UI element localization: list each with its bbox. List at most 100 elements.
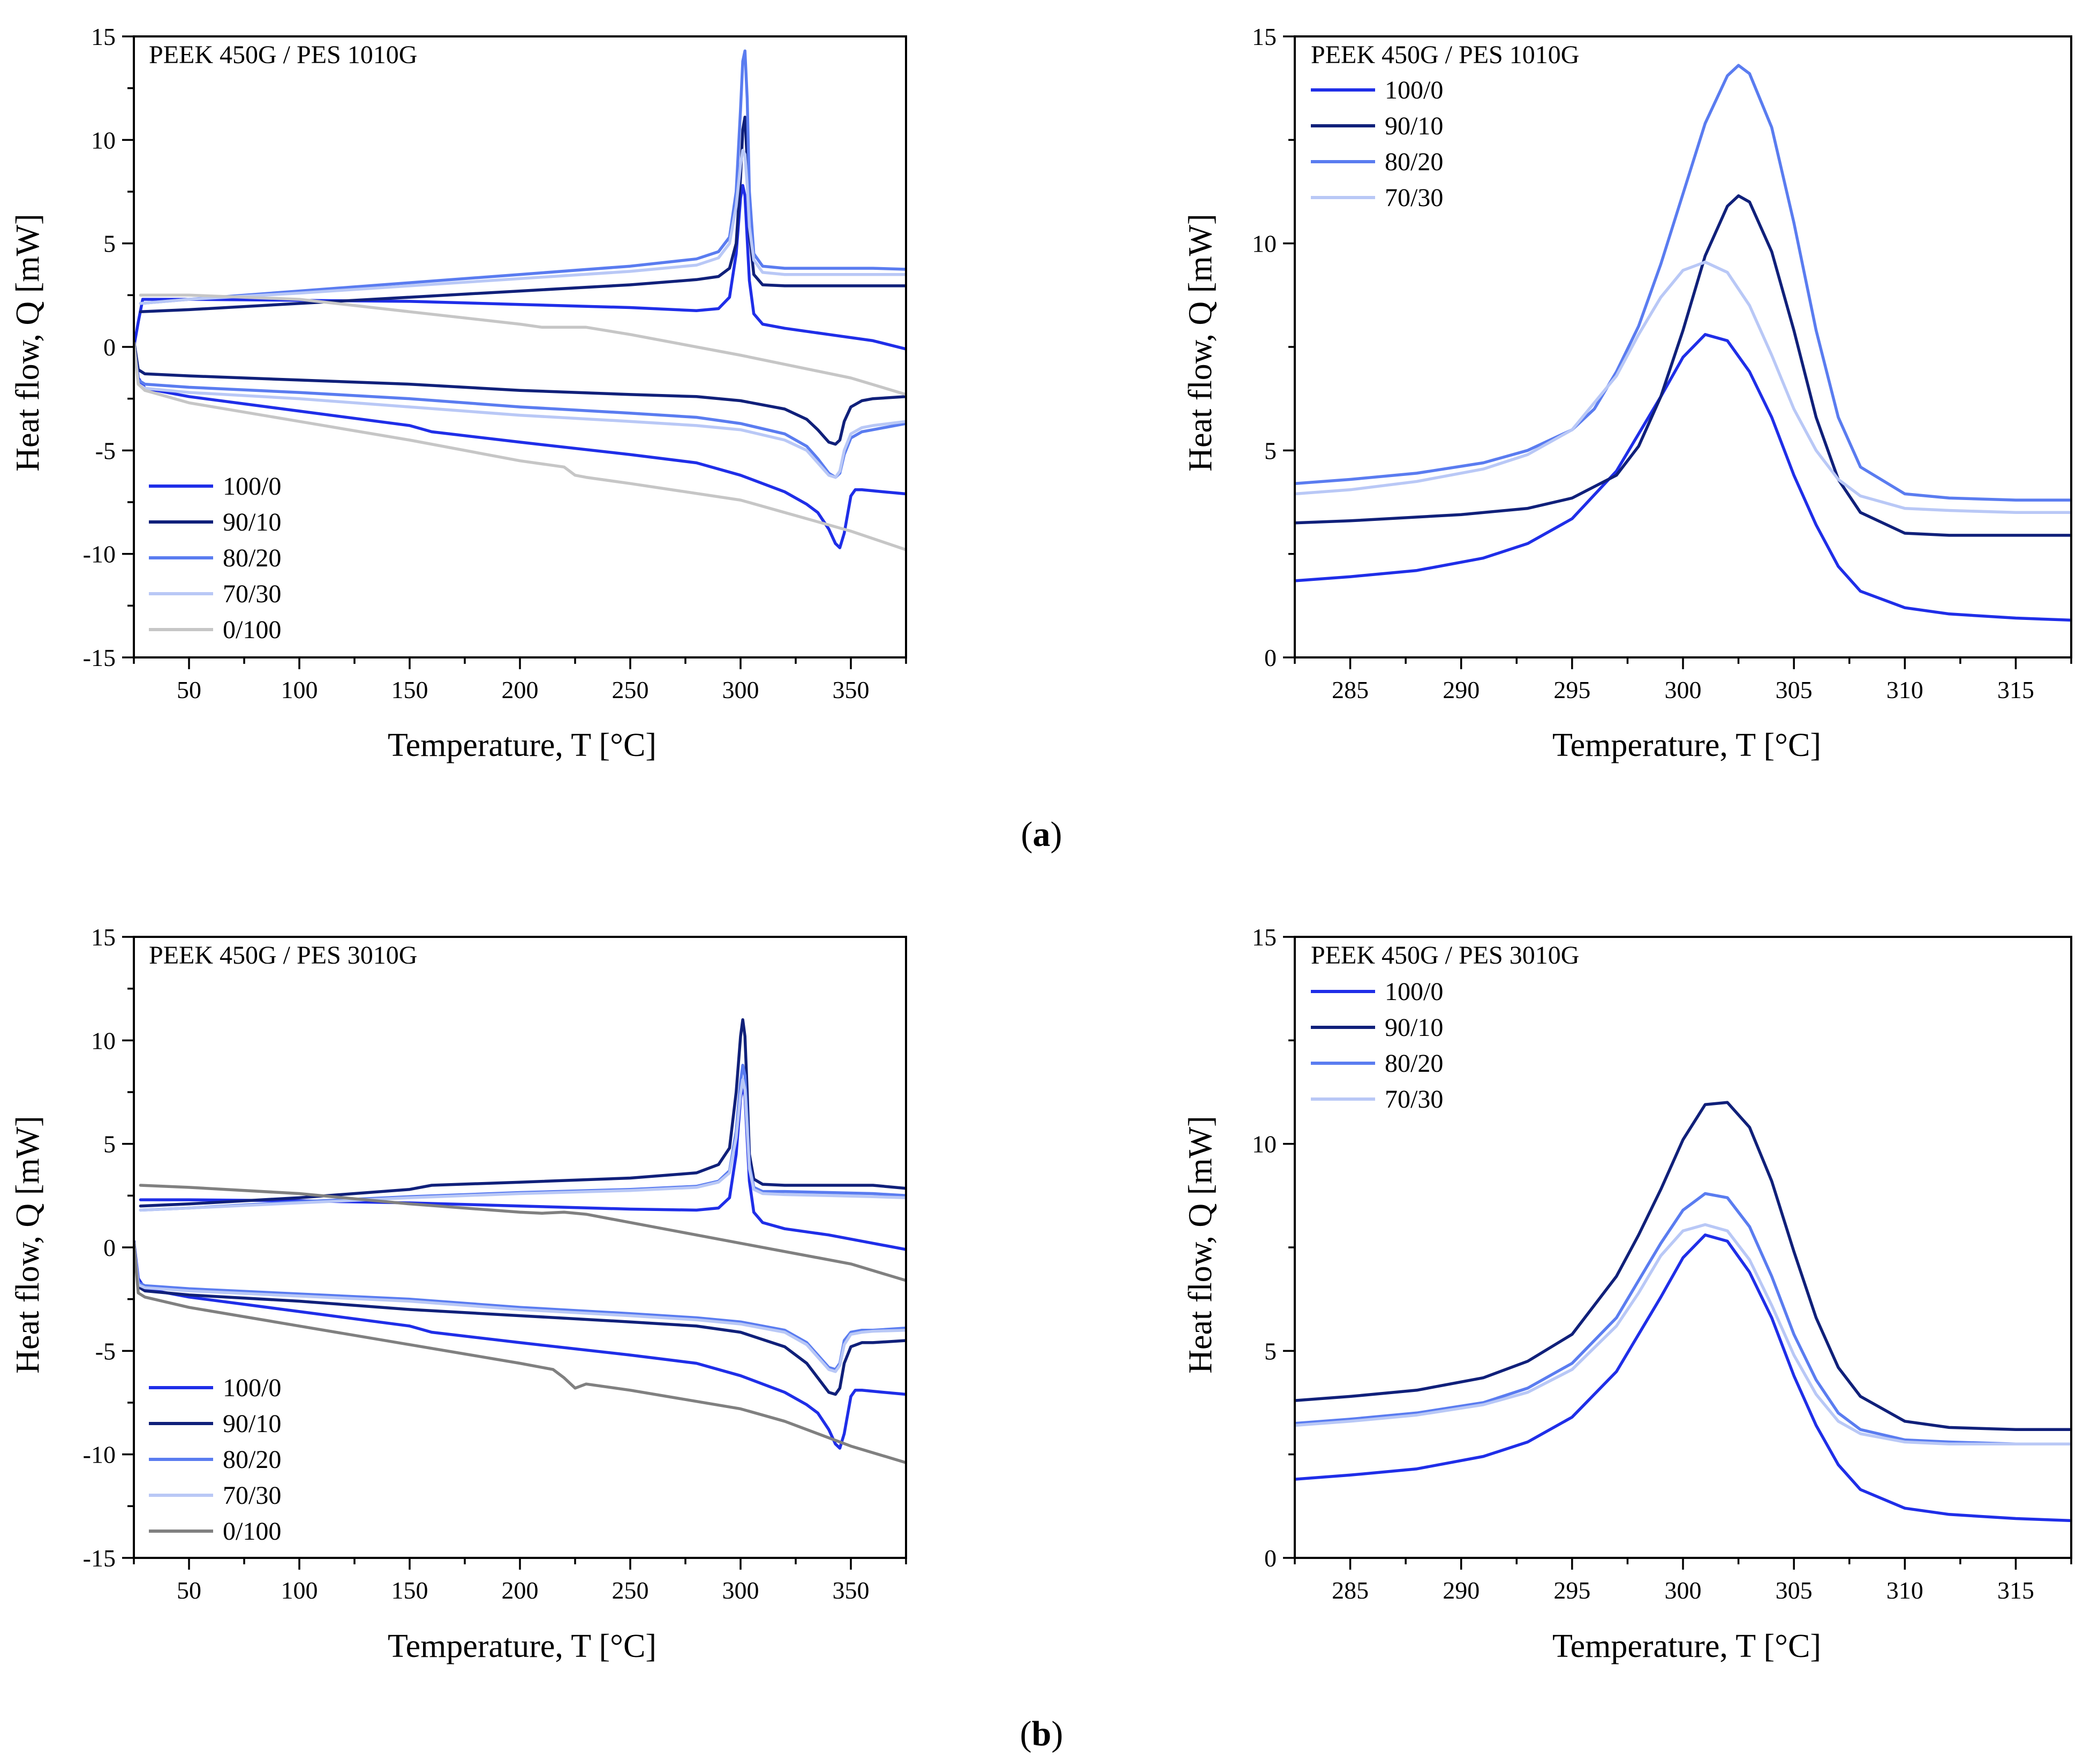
x-tick-label: 100	[281, 1577, 318, 1604]
chart-panel-b-zoom: PEEK 450G / PES 3010G Temperature, T [°C…	[1182, 923, 2072, 1664]
x-tick-label: 315	[1997, 676, 2034, 703]
chart-panel-a-zoom: PEEK 450G / PES 1010G Temperature, T [°C…	[1182, 23, 2072, 763]
x-tick-label: 200	[502, 676, 539, 703]
y-tick-label: 10	[91, 1027, 116, 1054]
y-tick-label: 10	[1252, 1131, 1277, 1158]
y-tick-label: 5	[103, 230, 116, 258]
series-line-70-30-heating	[139, 1078, 906, 1212]
series-line-100-0-heating	[139, 1084, 906, 1251]
legend-label-100-0: 100/0	[223, 1374, 281, 1402]
chart-title: PEEK 450G / PES 3010G	[149, 941, 417, 970]
series-line-70-30-heating	[1295, 1223, 2071, 1446]
series-line-80-20-heating	[1295, 64, 2071, 502]
x-tick-label: 350	[833, 1577, 870, 1604]
legend-label-80-20: 80/20	[1385, 148, 1443, 176]
x-tick-label: 315	[1997, 1577, 2034, 1604]
series-line-80-20-heating	[139, 49, 906, 305]
series-line-0-100-cooling	[134, 341, 906, 551]
x-tick-label: 290	[1443, 676, 1480, 703]
chart-title: PEEK 450G / PES 3010G	[1311, 941, 1579, 970]
series-line-100-0-cooling	[134, 339, 906, 549]
x-tick-label: 290	[1443, 1577, 1480, 1604]
legend-label-80-20: 80/20	[1385, 1049, 1443, 1078]
series-line-70-30-heating	[1295, 260, 2071, 514]
legend: 100/0 90/10 80/20 70/30 0/100	[149, 1374, 281, 1546]
y-tick-label: 0	[1264, 644, 1277, 671]
x-tick-label: 250	[612, 676, 649, 703]
x-tick-label: 300	[1665, 1577, 1702, 1604]
chart-panel-a-full: PEEK 450G / PES 1010G Temperature, T [°C…	[10, 23, 907, 763]
legend-label-70-30: 70/30	[223, 1481, 281, 1510]
x-axis-label: Temperature, T [°C]	[1552, 1628, 1821, 1664]
caption-b-text: (b)	[1020, 1714, 1063, 1753]
y-tick-label: 0	[103, 1234, 116, 1261]
series-line-0-100-heating	[139, 293, 906, 396]
series-line-80-20-heating	[139, 1063, 906, 1212]
y-tick-label: 10	[91, 126, 116, 154]
chart-title: PEEK 450G / PES 1010G	[1311, 41, 1579, 69]
x-tick-label: 50	[177, 1577, 201, 1604]
legend-label-80-20: 80/20	[223, 544, 281, 572]
y-tick-label: 15	[91, 23, 116, 50]
y-tick-label: -10	[83, 1441, 116, 1468]
legend-label-0-100: 0/100	[223, 616, 281, 644]
y-tick-label: -5	[95, 1337, 116, 1365]
x-tick-label: 150	[391, 676, 428, 703]
plot-area	[1295, 64, 2071, 622]
legend-label-90-10: 90/10	[223, 508, 281, 536]
y-tick-label: -15	[83, 1545, 116, 1572]
series-line-0-100-cooling	[134, 1241, 906, 1464]
x-tick-label: 200	[502, 1577, 539, 1604]
y-tick-label: 5	[1264, 1337, 1277, 1365]
y-tick-label: 15	[1252, 23, 1277, 50]
x-tick-label: 295	[1553, 1577, 1590, 1604]
series-line-90-10-heating	[1295, 1101, 2071, 1432]
legend-label-90-10: 90/10	[1385, 112, 1443, 140]
x-axis-label: Temperature, T [°C]	[1552, 727, 1821, 763]
x-tick-label: 150	[391, 1577, 428, 1604]
y-tick-label: 15	[1252, 923, 1277, 951]
y-tick-label: 0	[103, 334, 116, 361]
series-line-90-10-heating	[1295, 194, 2071, 537]
legend: 100/0 90/10 80/20 70/30 0/100	[149, 472, 281, 644]
x-tick-label: 100	[281, 676, 318, 703]
series-line-80-20-cooling	[134, 341, 906, 479]
x-tick-label: 285	[1332, 676, 1369, 703]
legend-label-80-20: 80/20	[223, 1445, 281, 1474]
plot-area	[134, 49, 906, 551]
x-tick-label: 310	[1886, 1577, 1923, 1604]
y-tick-label: -15	[83, 644, 116, 671]
x-axis-label: Temperature, T [°C]	[388, 727, 656, 763]
y-tick-label: -10	[83, 541, 116, 568]
plot-area	[134, 1018, 906, 1464]
y-axis-label: Heat flow, Q [mW]	[10, 214, 46, 471]
x-tick-label: 50	[177, 676, 201, 703]
legend-label-70-30: 70/30	[1385, 184, 1443, 212]
x-tick-label: 305	[1776, 1577, 1813, 1604]
legend-label-90-10: 90/10	[223, 1410, 281, 1438]
caption-b: (b)	[1020, 1714, 1063, 1753]
chart-panel-b-full: PEEK 450G / PES 3010G Temperature, T [°C…	[10, 923, 907, 1664]
series-line-90-10-heating	[139, 1018, 906, 1208]
series-line-90-10-heating	[139, 116, 906, 314]
x-tick-label: 310	[1886, 676, 1923, 703]
series-line-80-20-heating	[1295, 1192, 2071, 1446]
series-line-70-30-cooling	[134, 1241, 906, 1373]
y-tick-label: 5	[1264, 437, 1277, 464]
y-tick-label: 15	[91, 923, 116, 951]
x-tick-label: 300	[1665, 676, 1702, 703]
x-tick-label: 285	[1332, 1577, 1369, 1604]
x-tick-label: 250	[612, 1577, 649, 1604]
legend: 100/0 90/10 80/20 70/30	[1311, 76, 1443, 212]
x-tick-label: 305	[1776, 676, 1813, 703]
y-axis-label: Heat flow, Q [mW]	[1182, 1116, 1219, 1373]
x-tick-label: 300	[722, 676, 759, 703]
series-line-100-0-heating	[1295, 1233, 2071, 1523]
series-line-90-10-cooling	[134, 339, 906, 446]
legend-label-70-30: 70/30	[223, 580, 281, 608]
y-tick-label: 0	[1264, 1545, 1277, 1572]
legend-label-0-100: 0/100	[223, 1517, 281, 1546]
series-line-70-30-cooling	[134, 341, 906, 479]
legend-label-100-0: 100/0	[1385, 76, 1443, 104]
series-line-100-0-heating	[1295, 333, 2071, 622]
